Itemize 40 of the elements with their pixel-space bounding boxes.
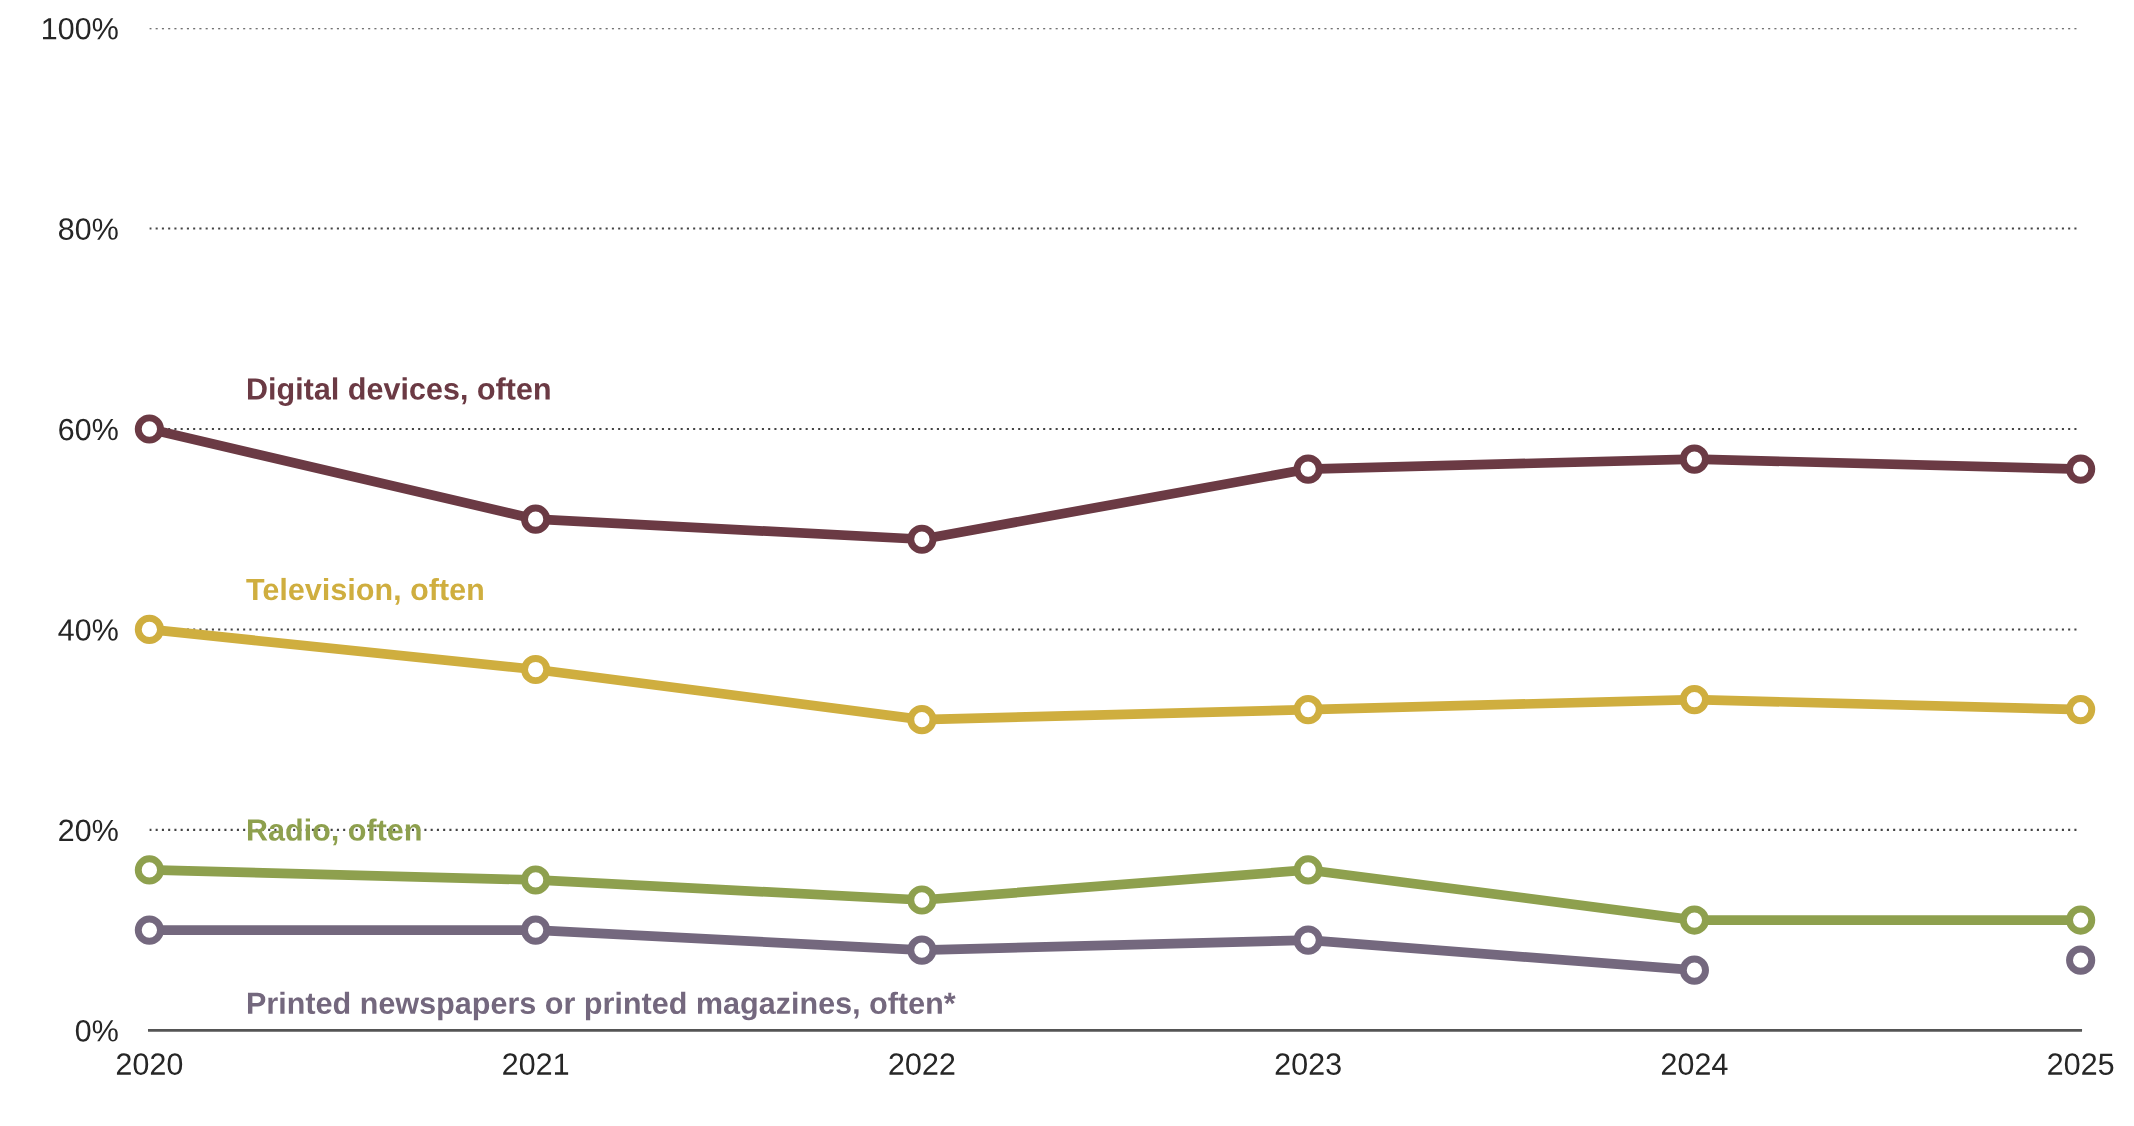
y-tick-label: 0% <box>75 1020 118 1042</box>
point <box>1293 925 1323 955</box>
point <box>521 654 551 685</box>
point <box>134 614 164 645</box>
series-label: Printed newspapers or printed magazines, often* <box>247 991 956 1021</box>
x-tick-label: 2024 <box>1661 1053 1728 1075</box>
y-tick-label: 20% <box>59 819 118 842</box>
point <box>521 504 551 534</box>
point <box>1293 855 1323 885</box>
point <box>1679 685 1709 715</box>
y-tick-label: 80% <box>59 218 118 240</box>
point <box>134 915 164 945</box>
point <box>1293 695 1323 725</box>
x-tick-label: 2020 <box>116 1053 183 1075</box>
point <box>907 705 937 735</box>
point <box>2066 695 2096 725</box>
point <box>1679 444 1709 474</box>
point <box>1293 454 1323 484</box>
series-label: Digital devices, often <box>247 377 550 406</box>
y-tick-label: 100% <box>43 17 118 40</box>
point <box>521 865 551 895</box>
y-tick-label: 40% <box>58 619 118 641</box>
x-tick-label: 2021 <box>503 1053 569 1075</box>
point <box>1679 955 1709 985</box>
point <box>2066 905 2096 935</box>
series-label: Television, often <box>246 577 483 605</box>
x-tick-label: 2022 <box>889 1053 955 1075</box>
point <box>2066 945 2096 975</box>
x-tick-label: 2025 <box>2048 1053 2114 1075</box>
point <box>2066 454 2096 484</box>
point <box>134 414 164 444</box>
point <box>907 524 937 554</box>
point <box>134 855 164 885</box>
series-label: Radio, often <box>247 818 421 846</box>
point <box>1679 905 1709 935</box>
x-tick-label: 2023 <box>1275 1053 1341 1075</box>
point <box>907 885 937 915</box>
y-tick-label: 60% <box>59 418 118 441</box>
point <box>907 935 937 965</box>
point <box>521 915 551 945</box>
